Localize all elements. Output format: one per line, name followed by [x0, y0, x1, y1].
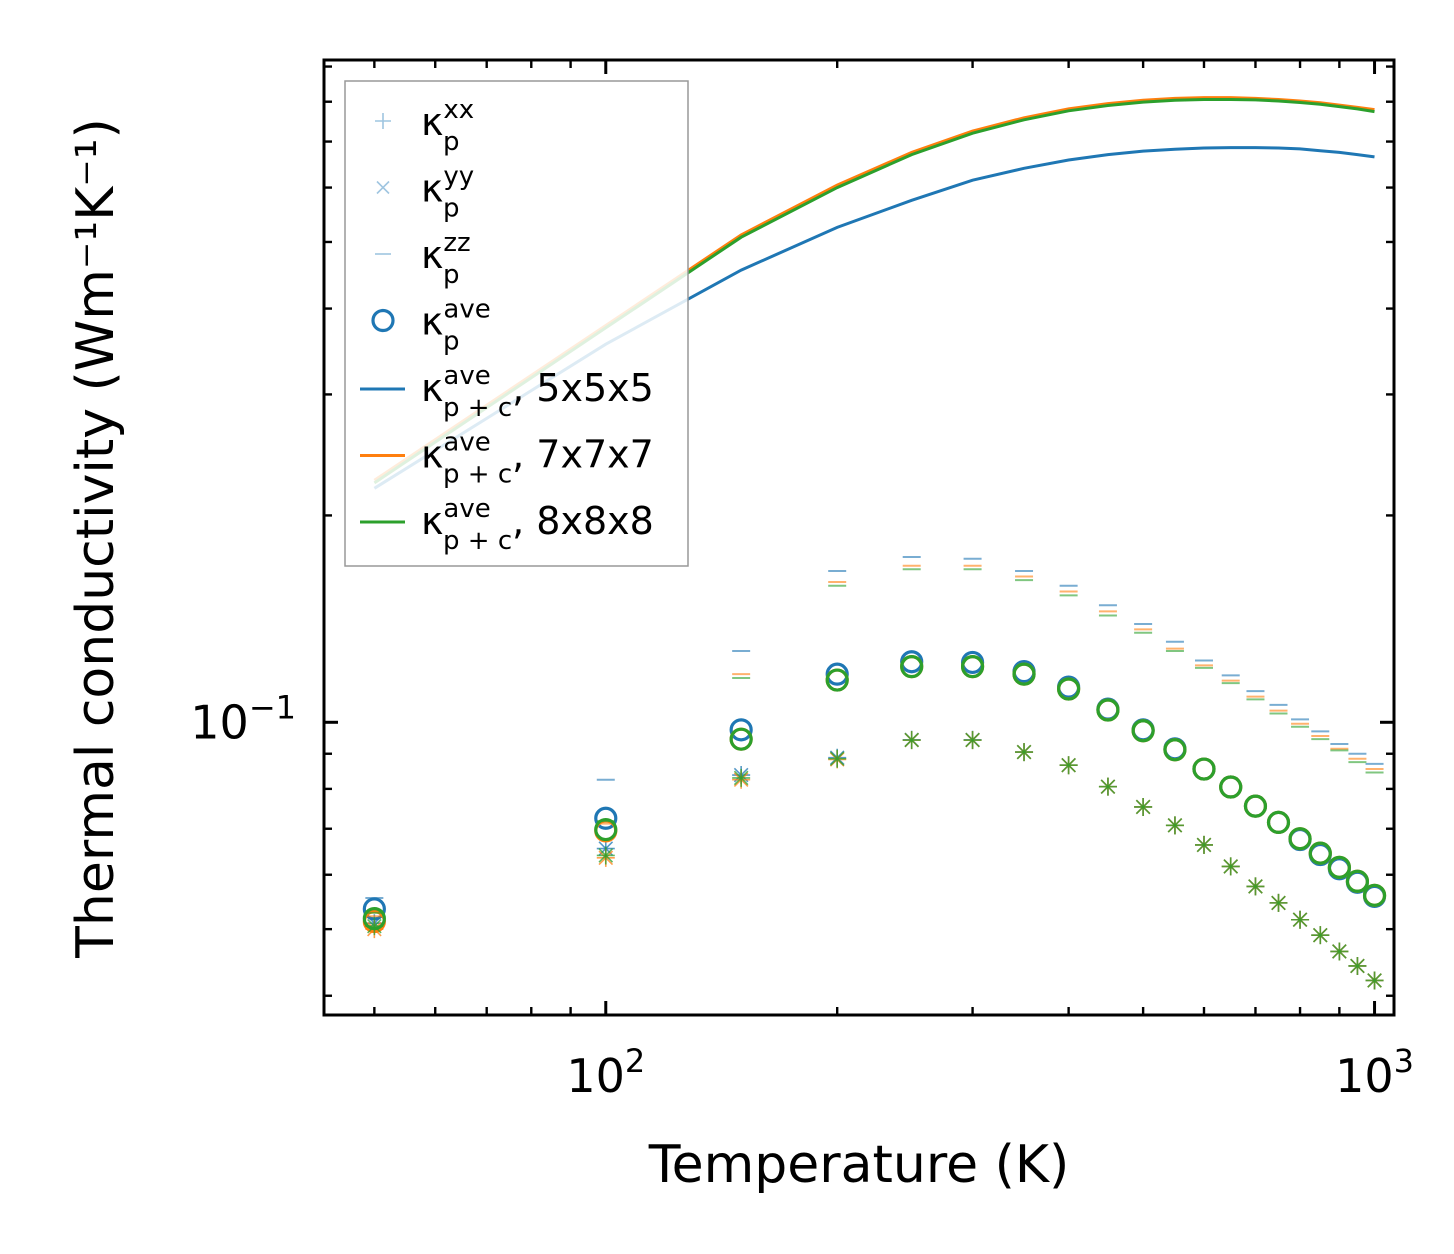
point-yy-8x8x8: [1292, 912, 1308, 928]
legend-label-symbol: κ: [421, 167, 443, 211]
legend-marker-plus: [375, 113, 391, 129]
point-yy-8x8x8: [367, 918, 382, 934]
x-tick-label-exponent: 2: [625, 1042, 645, 1080]
x-tick-label-exponent: 3: [1394, 1042, 1414, 1080]
point-ave-5x5x5: [729, 718, 753, 742]
point-ave-8x8x8: [1288, 827, 1312, 851]
legend-label-suffix: , 7x7x7: [512, 433, 654, 477]
legend-label-subscript: p: [443, 327, 460, 357]
point-ave-8x8x8: [1362, 883, 1387, 907]
legend-label: κave p + c, 8x8x8: [421, 494, 654, 556]
legend-label-subscript: p + c: [443, 460, 512, 490]
legend-label-subscript: p + c: [443, 526, 512, 556]
point-yy-8x8x8: [733, 770, 749, 786]
point-yy-8x8x8: [1167, 818, 1183, 833]
legend-label-symbol: κ: [421, 300, 443, 344]
point-yy-8x8x8: [829, 751, 845, 767]
legend-label-superscript: ave: [443, 295, 490, 325]
point-yy-8x8x8: [1196, 837, 1212, 853]
legend-label-subscript: p: [443, 260, 460, 290]
point-ave-8x8x8: [1096, 698, 1120, 722]
point-ave-8x8x8: [900, 655, 924, 679]
point-ave-8x8x8: [594, 817, 618, 842]
y-tick-label-base: 10: [190, 695, 249, 749]
point-yy-8x8x8: [1248, 879, 1263, 894]
point-yy-8x8x8: [904, 732, 920, 748]
y-tick-label-exponent: −1: [249, 688, 296, 726]
y-tick-label: 10−1: [190, 688, 296, 749]
x-tick-label: 103: [1335, 1042, 1414, 1103]
point-yy-8x8x8: [1332, 944, 1347, 959]
point-yy-8x8x8: [1100, 779, 1116, 794]
point-yy-8x8x8: [1061, 757, 1076, 773]
point-yy-8x8x8: [1367, 973, 1382, 988]
point-yy-8x8x8: [1223, 859, 1239, 874]
x-tick-label-base: 10: [566, 1049, 625, 1103]
point-yy-8x8x8: [1135, 799, 1151, 815]
point-ave-5x5x5: [825, 662, 849, 686]
point-ave-8x8x8: [1243, 794, 1268, 818]
legend-label: κave p + c, 5x5x5: [421, 361, 654, 423]
point-ave-8x8x8: [825, 668, 849, 692]
legend-label-symbol: κ: [421, 499, 443, 543]
x-axis-label: Temperature (K): [648, 1135, 1070, 1195]
legend-label: κyy p: [421, 162, 474, 224]
point-yy-8x8x8: [1271, 895, 1286, 911]
point-ave-8x8x8: [1345, 869, 1370, 893]
legend-label-suffix: , 8x8x8: [512, 499, 654, 543]
legend-marker-x: [376, 180, 390, 195]
point-ave-8x8x8: [1308, 841, 1332, 865]
legend-label-symbol: κ: [421, 366, 443, 410]
point-yy-8x8x8: [1312, 927, 1328, 943]
legend-label-symbol: κ: [421, 433, 443, 477]
point-yy-8x8x8: [598, 848, 614, 863]
plot-marks: [362, 96, 1387, 990]
legend-label-subscript: p + c: [443, 393, 512, 423]
series-line-5x5x5: [373, 146, 1375, 490]
legend-box: [344, 80, 689, 567]
point-yy-8x8x8: [965, 732, 980, 748]
legend-label: κave p: [421, 295, 491, 357]
point-ave-5x5x5: [594, 806, 618, 830]
point-ave-8x8x8: [1266, 810, 1291, 835]
point-yy-8x8x8: [1016, 744, 1032, 760]
point-ave-8x8x8: [960, 655, 985, 679]
point-ave-8x8x8: [1131, 719, 1155, 743]
legend-label-symbol: κ: [421, 233, 443, 277]
point-ave-8x8x8: [1012, 662, 1036, 686]
point-ave-8x8x8: [1219, 775, 1243, 799]
legend-marker-circle: [371, 308, 395, 333]
legend-label-suffix: , 5x5x5: [512, 366, 654, 410]
legend-label-superscript: ave: [443, 428, 490, 458]
x-tick-label-base: 10: [1335, 1049, 1394, 1103]
point-ave-8x8x8: [1327, 855, 1351, 879]
x-tick-label: 102: [566, 1042, 645, 1103]
point-ave-8x8x8: [1163, 738, 1187, 762]
legend-label: κzz p: [421, 228, 471, 290]
legend-label-superscript: zz: [443, 228, 470, 258]
point-ave-8x8x8: [362, 906, 386, 931]
legend-label-superscript: ave: [443, 361, 490, 391]
legend-label-superscript: xx: [443, 95, 474, 125]
plot-frame: [322, 58, 1396, 1017]
y-axis-label: Thermal conductivity (Wm⁻¹K⁻¹): [66, 118, 126, 959]
point-ave-8x8x8: [729, 727, 753, 751]
legend-label: κxx p: [421, 95, 474, 157]
series-line-8x8x8: [373, 98, 1375, 485]
point-ave-8x8x8: [1192, 757, 1216, 781]
legend-label: κave p + c, 7x7x7: [421, 428, 654, 490]
point-yy-8x8x8: [1350, 958, 1365, 974]
legend-label-symbol: κ: [421, 100, 443, 144]
legend-label-subscript: p: [443, 127, 460, 157]
legend-label-superscript: ave: [443, 494, 490, 524]
legend-label-superscript: yy: [443, 162, 474, 192]
legend-label-subscript: p: [443, 194, 460, 224]
point-ave-8x8x8: [1057, 677, 1081, 701]
